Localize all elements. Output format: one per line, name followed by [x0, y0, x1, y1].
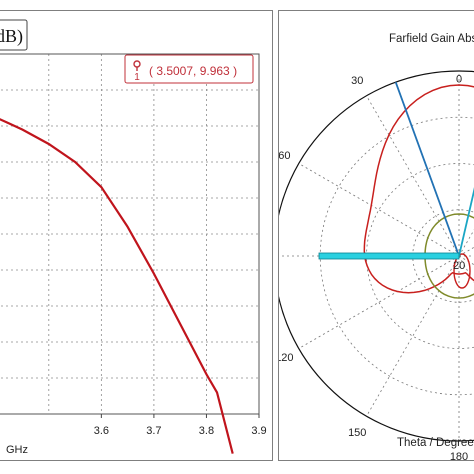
polar-spoke [458, 229, 474, 257]
left-grid [0, 53, 260, 415]
polar-center-label: 20 [453, 260, 465, 272]
polar-spoke [458, 255, 474, 283]
polar-chart-svg: 0306090120150180 Farfield Gain Abs Theta… [279, 33, 474, 460]
marker-label: ( 3.5007, 9.963 ) [149, 64, 237, 78]
x-tick-label: 3.8 [199, 425, 214, 437]
x-tick-label: 3.7 [146, 425, 161, 437]
polar-spoke [366, 95, 460, 257]
polar-spoke [458, 246, 474, 257]
polar-secondary-trace [424, 213, 474, 299]
left-plot-frame [0, 53, 260, 415]
polar-angle-label: 120 [279, 352, 294, 364]
polar-angle-label: 180 [450, 451, 468, 460]
polar-main-trace [363, 84, 474, 294]
series-line [0, 118, 234, 454]
polar-traces [318, 81, 474, 299]
polar-title: Farfield Gain Abs [389, 33, 474, 45]
polar-spoke [366, 255, 460, 417]
left-x-ticks: 3.6 3.7 3.8 3.9 [94, 414, 267, 437]
marker-number: 1 [134, 72, 140, 83]
polar-beam-line-1 [394, 81, 460, 257]
x-tick-label: 3.6 [94, 425, 109, 437]
polar-angle-label: 150 [348, 427, 366, 439]
polar-angle-label: 30 [351, 75, 363, 87]
right-chart-panel: 0306090120150180 Farfield Gain Abs Theta… [278, 10, 474, 461]
polar-spoke [298, 255, 460, 349]
polar-spoke [298, 163, 460, 257]
polar-horizontal-bar [318, 252, 460, 260]
left-x-axis-label: GHz [6, 444, 28, 456]
left-title: dB) [0, 26, 23, 47]
left-chart-svg: 3.6 3.7 3.8 3.9 dB) 1 ( 3.5007, 9.963 ) GHz [0, 19, 267, 456]
polar-angle-labels: 0306090120150180 [279, 73, 468, 460]
x-tick-label: 3.9 [251, 425, 266, 437]
left-chart-panel: 3.6 3.7 3.8 3.9 dB) 1 ( 3.5007, 9.963 ) GHz [0, 10, 273, 461]
polar-outer-ring [279, 70, 474, 442]
polar-back-lobe [453, 253, 471, 289]
left-title-box [0, 19, 28, 51]
polar-beam-line-2 [458, 187, 474, 257]
polar-angle-label: 0 [456, 73, 462, 85]
marker-box [124, 54, 254, 84]
polar-angle-label: 60 [279, 150, 290, 162]
polar-axis-label: Theta / Degree [397, 437, 474, 449]
